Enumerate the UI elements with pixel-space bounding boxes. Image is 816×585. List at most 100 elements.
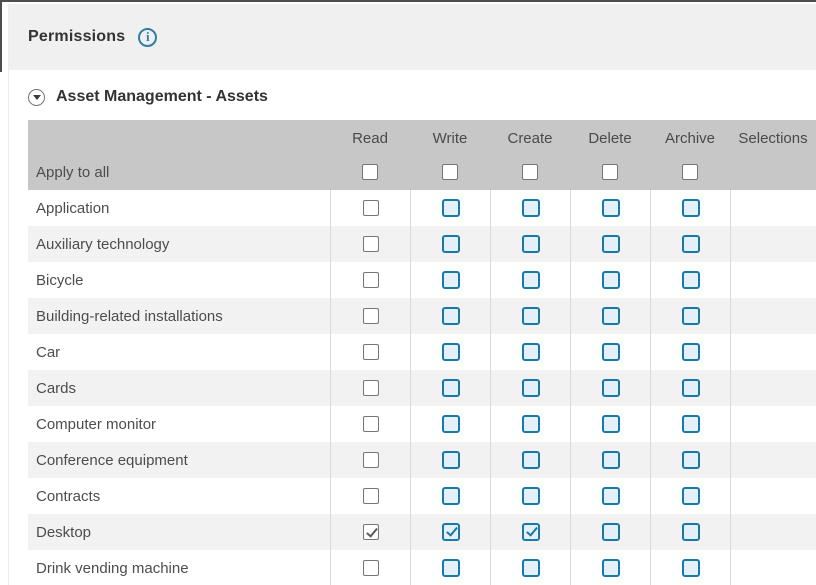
apply-to-all-read-checkbox[interactable] xyxy=(362,164,378,180)
row-label: Drink vending machine xyxy=(36,559,189,577)
contracts-archive-checkbox[interactable] xyxy=(681,487,700,505)
checkbox-cell xyxy=(650,514,730,550)
cards-archive-checkbox[interactable] xyxy=(681,379,700,397)
apply-to-all-delete-checkbox[interactable] xyxy=(602,164,618,180)
checkbox-cell xyxy=(330,190,410,226)
application-read-checkbox[interactable] xyxy=(362,200,379,216)
selections-cell xyxy=(730,226,816,262)
checkbox-cell xyxy=(410,370,490,406)
bicycle-archive-checkbox[interactable] xyxy=(681,271,700,289)
apply-to-all-write-checkbox[interactable] xyxy=(442,164,458,180)
desktop-create-checkbox[interactable] xyxy=(521,523,540,541)
building-related-installations-delete-checkbox[interactable] xyxy=(601,307,620,325)
drink-vending-machine-create-checkbox[interactable] xyxy=(521,559,540,577)
application-write-checkbox[interactable] xyxy=(441,199,460,217)
checkbox-cell xyxy=(490,262,570,298)
conference-equipment-create-checkbox[interactable] xyxy=(521,451,540,469)
cards-read-checkbox[interactable] xyxy=(362,380,379,396)
info-icon[interactable]: i xyxy=(138,27,158,47)
column-header-archive: Archive xyxy=(664,129,716,147)
row-label: Desktop xyxy=(36,523,92,541)
checkbox-cell xyxy=(490,370,570,406)
application-create-checkbox[interactable] xyxy=(521,199,540,217)
contracts-read-checkbox[interactable] xyxy=(362,488,379,504)
collapse-section-icon[interactable] xyxy=(28,88,45,106)
contracts-delete-checkbox[interactable] xyxy=(601,487,620,505)
bicycle-read-checkbox[interactable] xyxy=(362,272,379,288)
bicycle-write-checkbox[interactable] xyxy=(441,271,460,289)
checkbox-cell xyxy=(570,478,650,514)
desktop-delete-checkbox[interactable] xyxy=(601,523,620,541)
desktop-write-checkbox[interactable] xyxy=(441,523,460,541)
computer-monitor-create-checkbox[interactable] xyxy=(521,415,540,433)
building-related-installations-write-checkbox[interactable] xyxy=(441,307,460,325)
car-write-checkbox[interactable] xyxy=(441,343,460,361)
car-create-checkbox[interactable] xyxy=(521,343,540,361)
drink-vending-machine-write-checkbox[interactable] xyxy=(441,559,460,577)
contracts-create-checkbox[interactable] xyxy=(521,487,540,505)
row-label: Application xyxy=(36,199,110,217)
column-header-create: Create xyxy=(507,129,553,147)
checkbox-cell xyxy=(490,190,570,226)
building-related-installations-archive-checkbox[interactable] xyxy=(681,307,700,325)
selections-cell xyxy=(730,298,816,334)
conference-equipment-write-checkbox[interactable] xyxy=(441,451,460,469)
conference-equipment-delete-checkbox[interactable] xyxy=(601,451,620,469)
bicycle-delete-checkbox[interactable] xyxy=(601,271,620,289)
conference-equipment-archive-checkbox[interactable] xyxy=(681,451,700,469)
table-row: Cards xyxy=(28,370,816,406)
auxiliary-technology-archive-checkbox[interactable] xyxy=(681,235,700,253)
checkbox-cell xyxy=(650,442,730,478)
drink-vending-machine-archive-checkbox[interactable] xyxy=(681,559,700,577)
checkbox-cell xyxy=(650,190,730,226)
auxiliary-technology-delete-checkbox[interactable] xyxy=(601,235,620,253)
checkbox-cell xyxy=(330,154,410,190)
checkbox-cell xyxy=(490,226,570,262)
bicycle-create-checkbox[interactable] xyxy=(521,271,540,289)
checkbox-cell xyxy=(650,478,730,514)
contracts-write-checkbox[interactable] xyxy=(441,487,460,505)
conference-equipment-read-checkbox[interactable] xyxy=(362,452,379,468)
application-delete-checkbox[interactable] xyxy=(601,199,620,217)
checkbox-cell xyxy=(650,334,730,370)
apply-to-all-create-checkbox[interactable] xyxy=(522,164,538,180)
selections-cell xyxy=(730,478,816,514)
drink-vending-machine-delete-checkbox[interactable] xyxy=(601,559,620,577)
apply-to-all-archive-checkbox[interactable] xyxy=(682,164,698,180)
selections-cell xyxy=(730,514,816,550)
building-related-installations-create-checkbox[interactable] xyxy=(521,307,540,325)
checkbox-cell xyxy=(570,550,650,585)
checkbox-cell xyxy=(330,514,410,550)
car-read-checkbox[interactable] xyxy=(362,344,379,360)
auxiliary-technology-create-checkbox[interactable] xyxy=(521,235,540,253)
section-header: Asset Management - Assets xyxy=(28,88,268,106)
cards-create-checkbox[interactable] xyxy=(521,379,540,397)
desktop-read-checkbox[interactable] xyxy=(362,524,379,540)
auxiliary-technology-write-checkbox[interactable] xyxy=(441,235,460,253)
computer-monitor-delete-checkbox[interactable] xyxy=(601,415,620,433)
auxiliary-technology-read-checkbox[interactable] xyxy=(362,236,379,252)
selections-cell xyxy=(730,370,816,406)
checkbox-cell xyxy=(330,478,410,514)
cards-write-checkbox[interactable] xyxy=(441,379,460,397)
desktop-archive-checkbox[interactable] xyxy=(681,523,700,541)
left-edge-border xyxy=(0,2,2,72)
computer-monitor-write-checkbox[interactable] xyxy=(441,415,460,433)
building-related-installations-read-checkbox[interactable] xyxy=(362,308,379,324)
car-archive-checkbox[interactable] xyxy=(681,343,700,361)
car-delete-checkbox[interactable] xyxy=(601,343,620,361)
column-header-read: Read xyxy=(352,129,388,147)
checkbox-cell xyxy=(410,442,490,478)
computer-monitor-archive-checkbox[interactable] xyxy=(681,415,700,433)
drink-vending-machine-read-checkbox[interactable] xyxy=(362,560,379,576)
checkbox-cell xyxy=(330,226,410,262)
table-row: Auxiliary technology xyxy=(28,226,816,262)
cards-delete-checkbox[interactable] xyxy=(601,379,620,397)
apply-to-all-label: Apply to all xyxy=(36,163,110,181)
row-label: Cards xyxy=(36,379,77,397)
application-archive-checkbox[interactable] xyxy=(681,199,700,217)
column-headers-row: Read Write Create Delete Archive Selecti… xyxy=(28,120,816,154)
row-label: Auxiliary technology xyxy=(36,235,170,253)
computer-monitor-read-checkbox[interactable] xyxy=(362,416,379,432)
